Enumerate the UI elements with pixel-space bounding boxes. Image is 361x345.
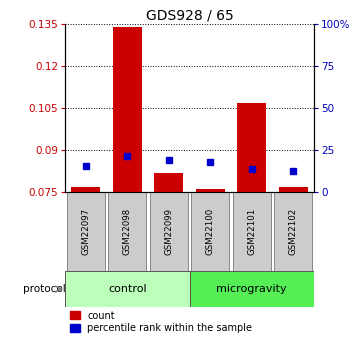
Bar [67,193,105,271]
Bar [196,189,225,193]
Bar [154,173,183,193]
Text: GSM22098: GSM22098 [123,208,132,255]
Text: GSM22101: GSM22101 [247,208,256,255]
Bar [191,193,229,271]
Bar [113,27,142,193]
Text: GSM22102: GSM22102 [289,208,298,255]
Bar [233,193,271,271]
Bar [71,187,100,193]
Text: GSM22099: GSM22099 [164,208,173,255]
Text: protocol: protocol [23,284,66,294]
Title: GDS928 / 65: GDS928 / 65 [145,9,234,23]
Bar [150,193,188,271]
Bar [190,271,314,307]
Bar [65,271,190,307]
Legend: count, percentile rank within the sample: count, percentile rank within the sample [70,310,252,333]
Text: GSM22100: GSM22100 [206,208,215,255]
Bar [108,193,146,271]
Text: GSM22097: GSM22097 [81,208,90,255]
Text: control: control [108,284,147,294]
Bar [237,103,266,193]
Text: microgravity: microgravity [217,284,287,294]
Bar [279,187,308,193]
Bar [274,193,312,271]
